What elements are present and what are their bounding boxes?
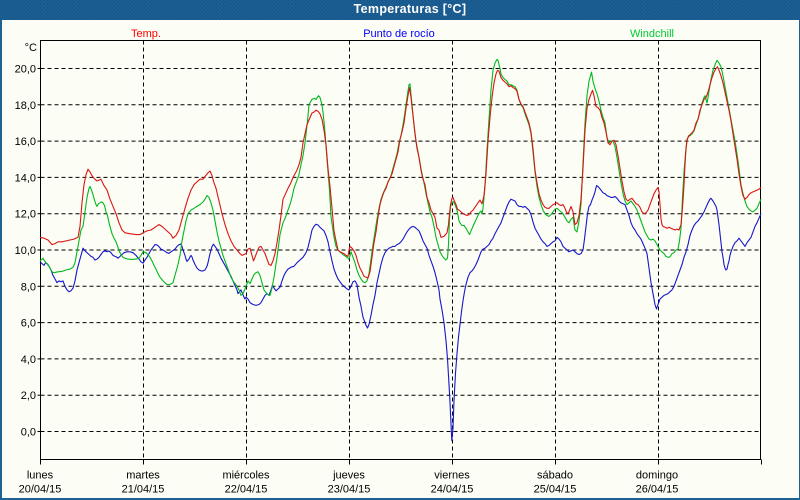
svg-text:14,0: 14,0 xyxy=(15,172,36,184)
svg-text:16,0: 16,0 xyxy=(15,136,36,148)
svg-text:22/04/15: 22/04/15 xyxy=(225,484,268,496)
svg-text:24/04/15: 24/04/15 xyxy=(431,484,474,496)
svg-text:18,0: 18,0 xyxy=(15,100,36,112)
svg-text:8,0: 8,0 xyxy=(21,281,36,293)
svg-text:23/04/15: 23/04/15 xyxy=(328,484,371,496)
svg-text:6,0: 6,0 xyxy=(21,318,36,330)
svg-text:20/04/15: 20/04/15 xyxy=(19,484,62,496)
svg-text:martes: martes xyxy=(126,470,160,482)
svg-text:25/04/15: 25/04/15 xyxy=(534,484,577,496)
svg-text:4,0: 4,0 xyxy=(21,354,36,366)
svg-text:12,0: 12,0 xyxy=(15,209,36,221)
svg-text:26/04/15: 26/04/15 xyxy=(636,484,679,496)
svg-text:21/04/15: 21/04/15 xyxy=(122,484,165,496)
svg-text:sábado: sábado xyxy=(537,470,573,482)
svg-text:Windchill: Windchill xyxy=(630,28,674,40)
svg-text:lunes: lunes xyxy=(27,470,54,482)
svg-text:viernes: viernes xyxy=(434,470,470,482)
svg-text:Punto de rocío: Punto de rocío xyxy=(363,28,435,40)
svg-text:20,0: 20,0 xyxy=(15,64,36,76)
svg-text:Temp.: Temp. xyxy=(131,28,161,40)
svg-text:jueves: jueves xyxy=(332,470,365,482)
svg-text:2,0: 2,0 xyxy=(21,390,36,402)
svg-text:°C: °C xyxy=(25,42,37,54)
svg-text:0,0: 0,0 xyxy=(21,427,36,439)
svg-text:10,0: 10,0 xyxy=(15,245,36,257)
svg-text:miércoles: miércoles xyxy=(222,470,270,482)
svg-text:domingo: domingo xyxy=(636,470,678,482)
